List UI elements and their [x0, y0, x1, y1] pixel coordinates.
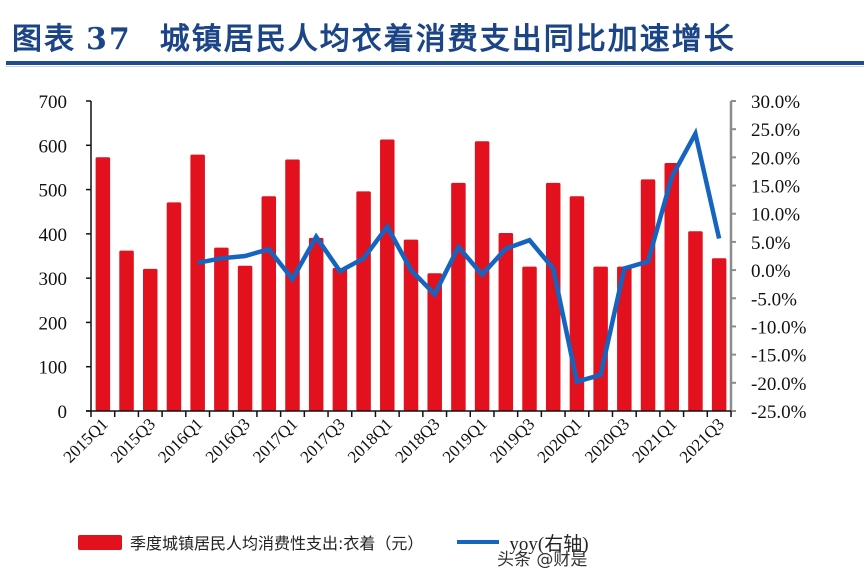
right-axis-tick-label: 15.0% [751, 177, 800, 198]
bar-2017Q1 [285, 159, 300, 411]
bar-2018Q1 [380, 139, 395, 411]
x-axis-tick-label: 2019Q1 [439, 414, 491, 466]
bar-2021Q3 [711, 258, 727, 411]
bar-2019Q3 [522, 266, 537, 411]
left-axis-tick-label: 600 [39, 136, 68, 157]
left-axis-tick-label: 700 [39, 92, 68, 113]
bar-2020Q2 [593, 266, 608, 411]
bar-2019Q2 [498, 232, 514, 411]
right-axis-tick-label: 25.0% [751, 120, 800, 141]
chart-legend: 季度城镇居民人均消费性支出:衣着（元） yoy(右轴) [78, 527, 623, 557]
chart-title-bar: 图表 37 城镇居民人均衣着消费支出同比加速增长 [10, 12, 860, 58]
bar-2015Q4 [166, 202, 182, 411]
bar-2018Q2 [403, 239, 419, 411]
bar-2016Q2 [214, 247, 229, 411]
legend-bar-label: 季度城镇居民人均消费性支出:衣着（元） [130, 534, 424, 553]
left-axis-tick-label: 100 [39, 358, 68, 379]
bar-2017Q2 [308, 237, 324, 411]
right-y-axis: -25.0% -20.0% -15.0% -10.0% -5.0% 0.0% 5.0% 10.… [729, 92, 807, 423]
left-axis-tick-label: 300 [39, 269, 68, 290]
figure-label: 图表 [12, 22, 76, 57]
bar-2018Q3 [427, 273, 442, 411]
bar-2019Q4 [545, 182, 561, 411]
right-axis-tick-label: -25.0% [751, 402, 807, 423]
bar-2016Q3 [237, 265, 253, 411]
right-axis-tick-label: 0.0% [751, 261, 791, 282]
bar-2015Q2 [119, 250, 134, 411]
x-axis-tick-label: 2020Q3 [581, 414, 633, 466]
right-axis-tick-label: 30.0% [751, 92, 800, 113]
x-axis-tick-label: 2018Q3 [391, 414, 443, 466]
bar-2021Q1 [664, 163, 679, 411]
x-axis: 2015Q12015Q32016Q12016Q32017Q12017Q32018… [60, 410, 732, 467]
right-axis-tick-label: -10.0% [751, 317, 807, 338]
legend-item-line: yoy(右轴) [457, 529, 589, 556]
x-axis-tick-label: 2019Q3 [486, 414, 538, 466]
bar-2015Q1 [95, 157, 111, 411]
bar-2020Q3 [617, 266, 632, 411]
left-axis-tick-label: 500 [39, 181, 68, 202]
bar-2016Q1 [190, 154, 205, 412]
figure-title: 城镇居民人均衣着消费支出同比加速增长 [159, 22, 736, 57]
chart-title: 图表 37 城镇居民人均衣着消费支出同比加速增长 [12, 14, 736, 58]
right-axis-tick-label: -20.0% [751, 374, 807, 395]
x-axis-tick-label: 2017Q3 [297, 414, 349, 466]
legend-line-label: yoy(右轴) [509, 533, 589, 555]
x-axis-tick-label: 2015Q1 [60, 414, 112, 466]
title-divider [6, 61, 864, 65]
legend-line-swatch-icon [457, 540, 500, 544]
bar-2017Q3 [332, 267, 348, 411]
x-axis-tick-label: 2020Q1 [534, 414, 586, 466]
left-y-axis: 0 100 200 300 400 500 600 700 [39, 92, 92, 423]
title-divider-shadow [6, 66, 864, 67]
x-axis-tick-label: 2021Q3 [676, 414, 728, 466]
bar-2016Q4 [261, 196, 277, 411]
x-axis-tick-label: 2016Q1 [154, 414, 206, 466]
figure-number: 37 [86, 22, 132, 57]
yoy-line-series [197, 127, 722, 385]
watermark: 头条 @财是 [497, 550, 588, 570]
bar-2021Q2 [688, 231, 703, 411]
right-axis-tick-label: -5.0% [751, 289, 797, 310]
x-axis-tick-label: 2016Q3 [202, 414, 254, 466]
left-axis-tick-label: 0 [58, 402, 68, 423]
bar-2020Q4 [640, 179, 656, 411]
bar-2018Q4 [451, 182, 466, 411]
x-axis-tick-label: 2018Q1 [344, 414, 396, 466]
bar-series [95, 139, 727, 412]
x-axis-tick-label: 2015Q3 [107, 414, 159, 466]
legend-item-bar: 季度城镇居民人均消费性支出:衣着（元） [78, 530, 423, 554]
bar-2017Q4 [356, 191, 371, 411]
bar-2015Q3 [143, 268, 158, 411]
x-axis-tick-label: 2017Q1 [249, 414, 301, 466]
right-axis-tick-label: -15.0% [751, 346, 807, 367]
yoy-line [197, 127, 722, 385]
right-axis-tick-label: 10.0% [751, 205, 800, 226]
left-axis-tick-label: 200 [39, 313, 68, 334]
left-axis-tick-label: 400 [39, 225, 68, 246]
right-axis-tick-label: 20.0% [751, 148, 800, 169]
right-axis-tick-label: 5.0% [751, 233, 791, 254]
x-axis-tick-label: 2021Q1 [628, 414, 680, 466]
legend-bar-swatch-icon [78, 534, 122, 550]
